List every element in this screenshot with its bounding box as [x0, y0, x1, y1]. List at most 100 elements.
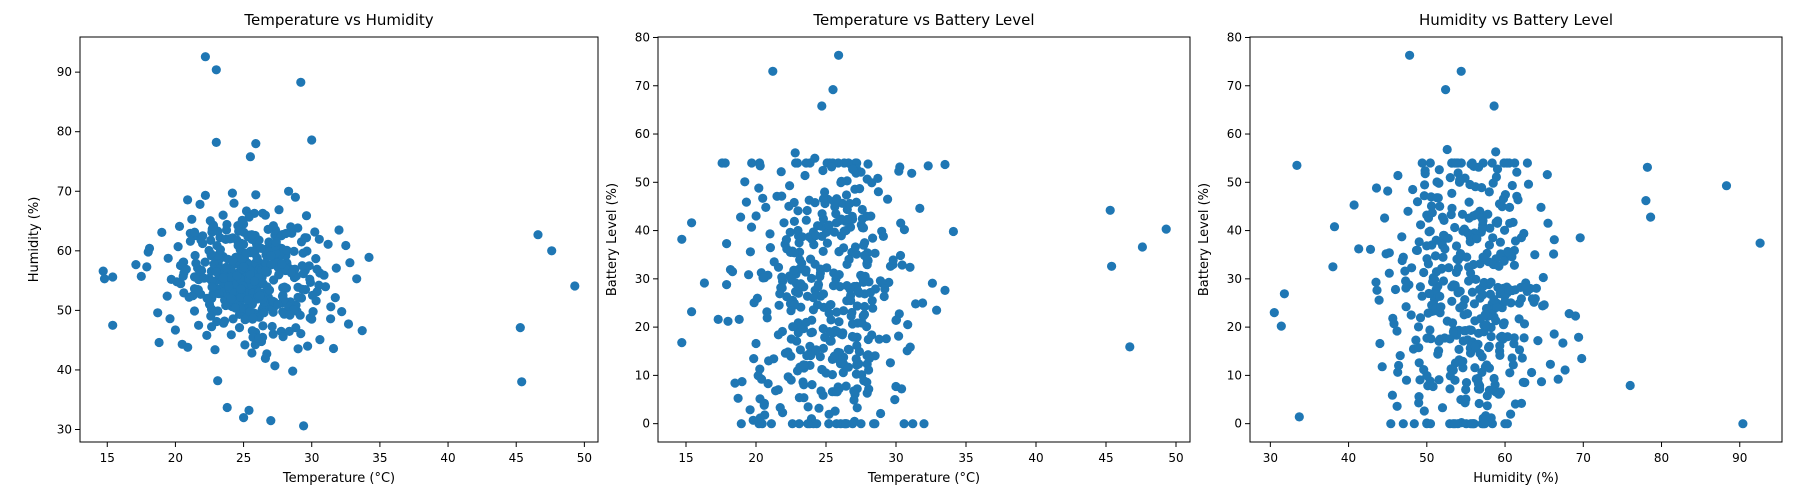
data-point — [1447, 188, 1457, 198]
x-tick-label: 80 — [1654, 451, 1669, 465]
data-point — [713, 314, 723, 324]
data-point — [1442, 144, 1452, 155]
data-point — [1458, 300, 1468, 310]
data-point — [1425, 158, 1435, 168]
data-point — [851, 354, 861, 364]
data-point — [793, 288, 804, 298]
data-point — [1539, 300, 1549, 310]
data-point — [794, 419, 804, 429]
data-point — [789, 265, 799, 275]
data-point — [1558, 338, 1568, 348]
data-point — [818, 194, 829, 204]
data-point — [230, 303, 240, 313]
data-point — [774, 300, 784, 310]
data-point — [1415, 375, 1425, 385]
data-point — [239, 413, 249, 423]
data-point — [821, 368, 831, 378]
data-point — [1414, 237, 1424, 247]
data-point — [884, 277, 894, 287]
data-point — [264, 285, 275, 295]
data-point — [1464, 197, 1474, 207]
data-point — [813, 279, 824, 290]
data-point — [183, 342, 193, 352]
data-point — [867, 330, 877, 340]
data-point — [1529, 297, 1539, 307]
data-point — [248, 313, 258, 323]
data-point — [722, 239, 732, 249]
data-point — [891, 315, 901, 325]
data-point — [923, 161, 933, 171]
data-point — [1137, 242, 1147, 252]
data-point — [1516, 398, 1527, 408]
data-point — [827, 162, 837, 172]
data-point — [270, 361, 280, 371]
data-point — [790, 148, 800, 158]
data-point — [1481, 320, 1491, 330]
data-point — [1448, 327, 1458, 337]
data-point — [1448, 318, 1458, 328]
y-tick-label: 20 — [1227, 320, 1242, 334]
data-point — [740, 177, 750, 187]
data-point — [860, 271, 870, 281]
data-point — [341, 240, 351, 251]
y-axis-label: Battery Level (%) — [1197, 183, 1212, 296]
data-point — [195, 266, 205, 276]
data-point — [278, 332, 288, 342]
data-point — [288, 366, 298, 376]
data-point — [154, 337, 164, 348]
data-point — [206, 311, 216, 321]
data-point — [1432, 193, 1442, 203]
data-point — [1401, 375, 1412, 385]
data-point — [178, 271, 188, 281]
x-tick-label: 35 — [372, 451, 387, 465]
data-point — [1479, 327, 1489, 337]
data-point — [737, 377, 747, 387]
data-point — [799, 380, 809, 390]
data-point — [802, 205, 812, 216]
data-point — [1450, 358, 1460, 368]
data-point — [181, 264, 191, 274]
data-point — [1453, 263, 1463, 273]
data-point — [1414, 358, 1424, 368]
data-point — [820, 187, 830, 197]
data-point — [334, 225, 344, 235]
data-point — [741, 197, 752, 207]
data-point — [1445, 334, 1455, 344]
data-point — [815, 352, 825, 362]
data-point — [878, 231, 889, 241]
data-point — [802, 351, 812, 361]
data-point — [841, 419, 851, 429]
data-point — [285, 310, 295, 320]
data-point — [787, 419, 798, 429]
data-point — [1755, 238, 1765, 248]
data-point — [858, 311, 868, 321]
data-point — [834, 317, 844, 327]
data-point — [832, 194, 842, 204]
data-point — [806, 254, 816, 264]
data-point — [1430, 275, 1440, 285]
data-point — [905, 262, 915, 272]
data-point — [847, 331, 858, 342]
data-point — [244, 405, 254, 415]
data-point — [1419, 191, 1429, 201]
data-point — [1444, 263, 1454, 273]
data-point — [245, 152, 255, 162]
data-point — [273, 299, 283, 309]
data-point — [1398, 419, 1408, 429]
data-point — [1422, 419, 1432, 429]
data-point — [1484, 187, 1494, 197]
data-point — [262, 349, 272, 359]
data-point — [207, 282, 217, 292]
data-point — [229, 198, 239, 208]
data-point — [1491, 147, 1501, 157]
data-point — [846, 290, 856, 301]
data-point — [1570, 311, 1581, 321]
data-point — [1505, 368, 1515, 378]
data-point — [835, 282, 845, 292]
data-point — [1536, 377, 1547, 387]
y-tick-label: 80 — [57, 125, 72, 139]
data-point — [1482, 401, 1492, 411]
data-point — [1456, 66, 1466, 76]
data-point — [801, 215, 811, 225]
data-point — [857, 204, 867, 215]
